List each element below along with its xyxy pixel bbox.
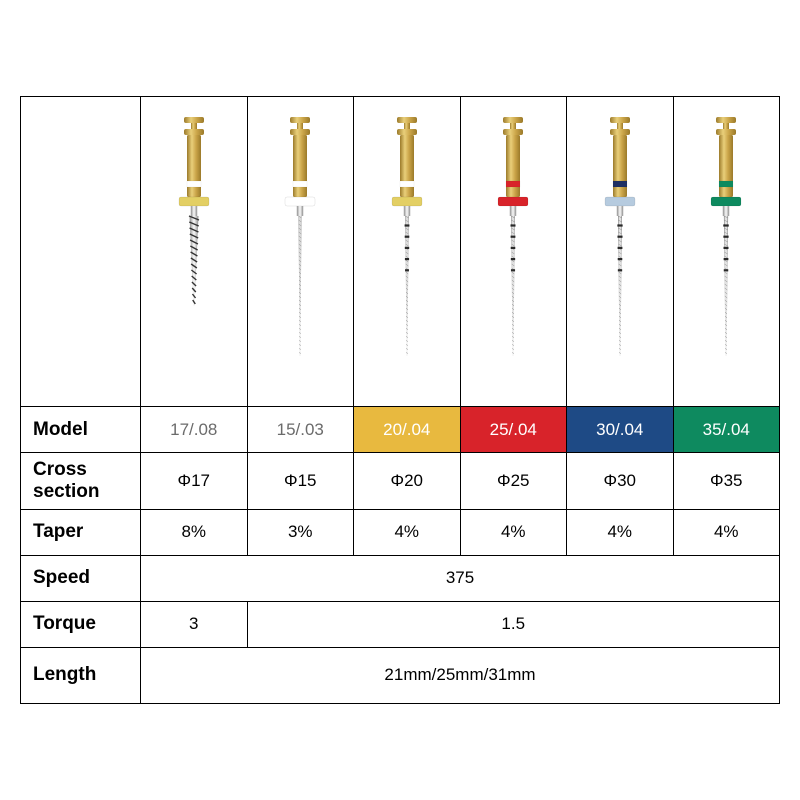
torque-right: 1.5 — [247, 601, 780, 647]
model-5: 35/.04 — [673, 407, 780, 453]
label-taper: Taper — [21, 509, 141, 555]
file-img-4 — [567, 97, 674, 407]
row-model: Model 17/.08 15/.03 20/.04 25/.04 30/.04… — [21, 407, 780, 453]
cross-5: Φ35 — [673, 453, 780, 510]
length-value: 21mm/25mm/31mm — [141, 647, 780, 703]
taper-5: 4% — [673, 509, 780, 555]
taper-3: 4% — [460, 509, 567, 555]
taper-2: 4% — [354, 509, 461, 555]
file-img-2 — [354, 97, 461, 407]
label-speed: Speed — [21, 555, 141, 601]
model-4: 30/.04 — [567, 407, 674, 453]
file-img-0 — [141, 97, 248, 407]
file-img-1 — [247, 97, 354, 407]
file-img-3 — [460, 97, 567, 407]
row-torque: Torque 3 1.5 — [21, 601, 780, 647]
label-model: Model — [21, 407, 141, 453]
row-speed: Speed 375 — [21, 555, 780, 601]
row-length: Length 21mm/25mm/31mm — [21, 647, 780, 703]
label-length: Length — [21, 647, 141, 703]
label-torque: Torque — [21, 601, 141, 647]
label-images — [21, 97, 141, 407]
row-images — [21, 97, 780, 407]
cross-0: Φ17 — [141, 453, 248, 510]
row-cross-section: Cross section Φ17 Φ15 Φ20 Φ25 Φ30 Φ35 — [21, 453, 780, 510]
label-cross-section: Cross section — [21, 453, 141, 510]
model-1: 15/.03 — [247, 407, 354, 453]
torque-left: 3 — [141, 601, 248, 647]
taper-4: 4% — [567, 509, 674, 555]
cross-2: Φ20 — [354, 453, 461, 510]
taper-0: 8% — [141, 509, 248, 555]
model-0: 17/.08 — [141, 407, 248, 453]
cross-1: Φ15 — [247, 453, 354, 510]
spec-table: Model 17/.08 15/.03 20/.04 25/.04 30/.04… — [20, 96, 780, 704]
model-2: 20/.04 — [354, 407, 461, 453]
taper-1: 3% — [247, 509, 354, 555]
cross-3: Φ25 — [460, 453, 567, 510]
speed-value: 375 — [141, 555, 780, 601]
spec-table-container: Model 17/.08 15/.03 20/.04 25/.04 30/.04… — [20, 96, 780, 704]
cross-4: Φ30 — [567, 453, 674, 510]
model-3: 25/.04 — [460, 407, 567, 453]
row-taper: Taper 8% 3% 4% 4% 4% 4% — [21, 509, 780, 555]
file-img-5 — [673, 97, 780, 407]
